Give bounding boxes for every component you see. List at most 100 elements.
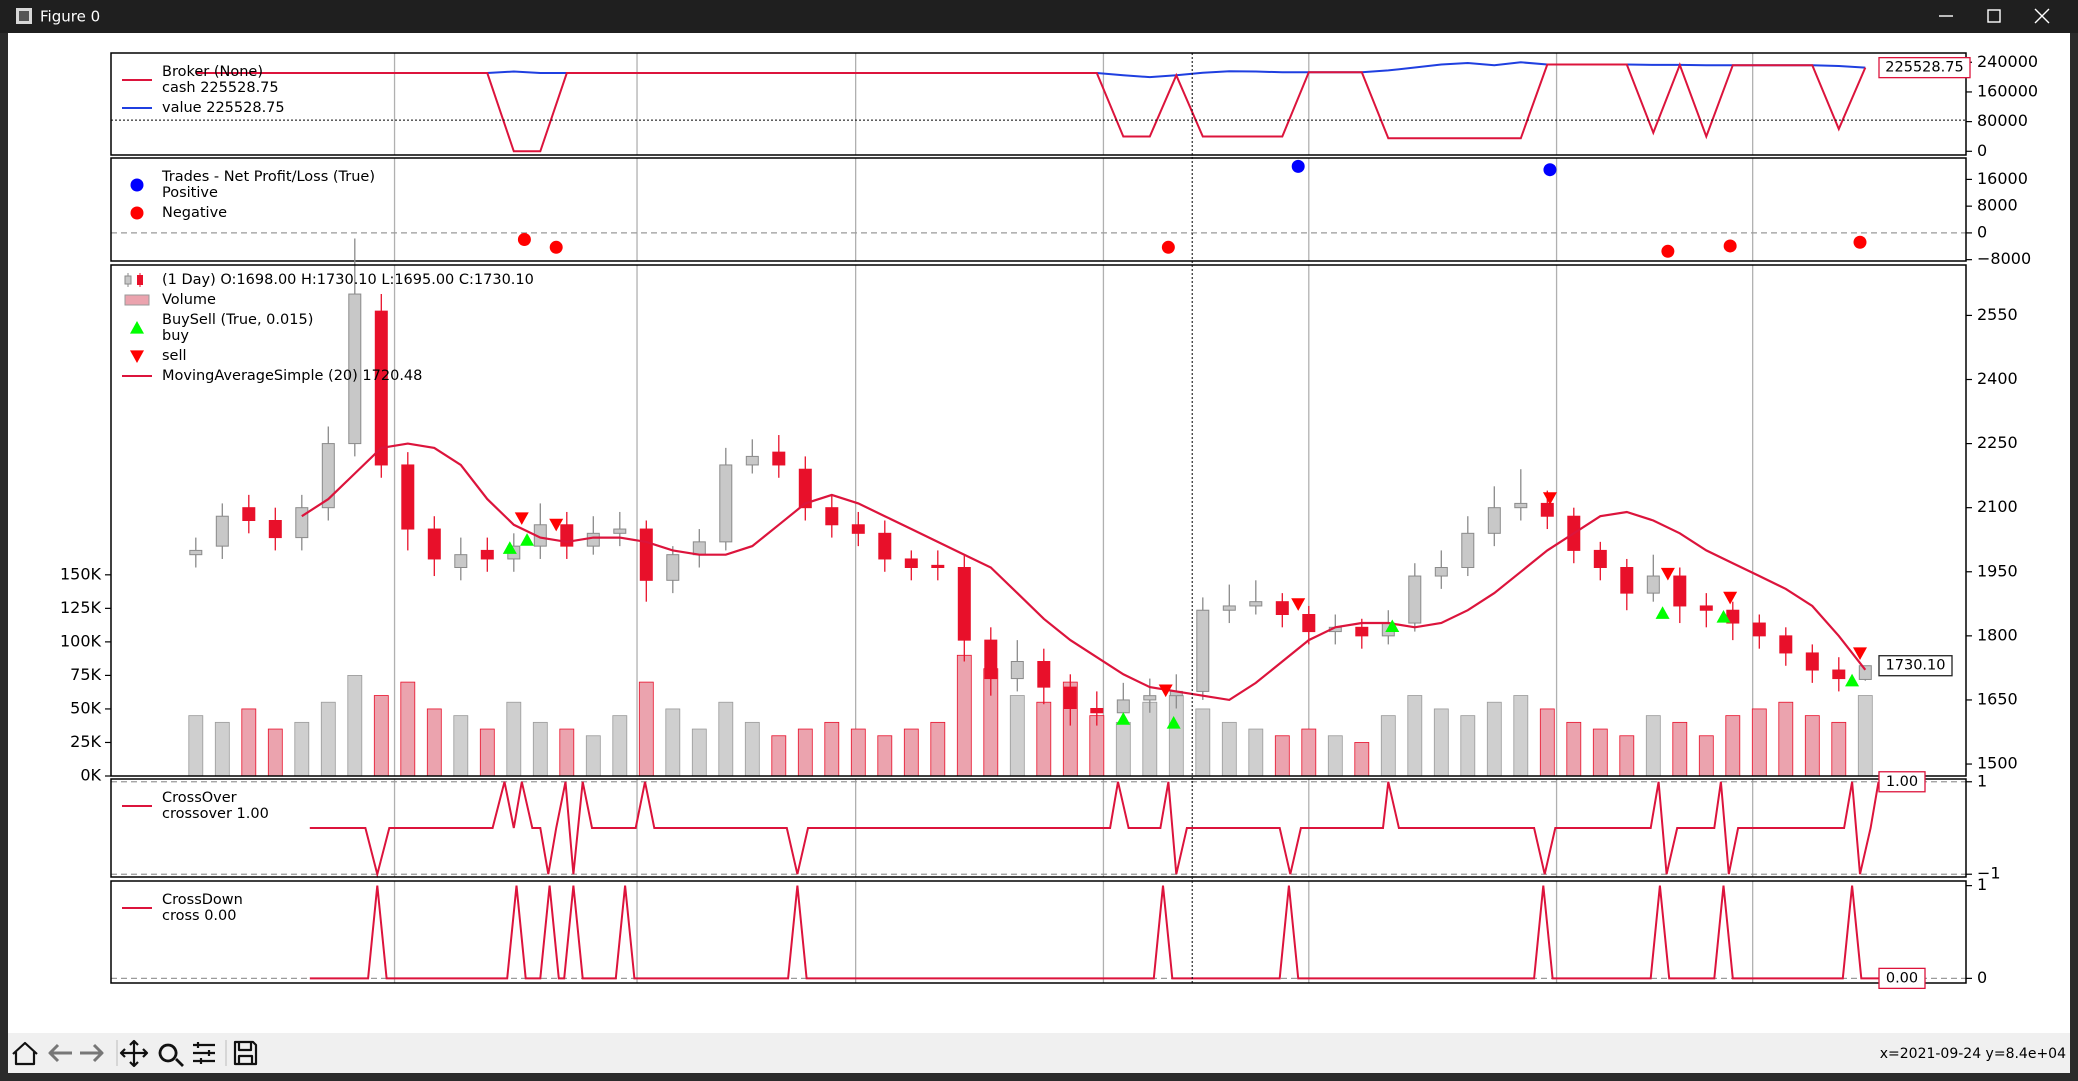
back-button[interactable] — [48, 1043, 72, 1063]
y-tick-label: 2250 — [1977, 433, 2018, 452]
legend-text: crossover 1.00 — [162, 806, 269, 822]
volume-bar — [294, 721, 310, 777]
candle-body — [1620, 566, 1634, 594]
volume-bar — [1592, 728, 1608, 777]
candle-body — [1487, 507, 1501, 534]
legend-text: value 225528.75 — [162, 100, 285, 116]
legend-dot — [130, 178, 144, 192]
buy-marker — [1655, 606, 1670, 619]
axes-frame — [110, 778, 1967, 878]
legend-text: cash 225528.75 — [162, 80, 279, 96]
axes-frame — [110, 157, 1967, 262]
legend-sell — [130, 350, 144, 363]
volume-bar — [1327, 735, 1343, 777]
volume-bar — [612, 715, 628, 777]
configure-button[interactable] — [193, 1042, 215, 1064]
candle-body — [401, 464, 415, 530]
sell-marker — [1542, 492, 1557, 505]
buy-marker — [1716, 610, 1731, 623]
y-tick-label: 1650 — [1977, 689, 2018, 708]
candle-body — [904, 558, 918, 568]
last-value-label: 225528.75 — [1885, 60, 1963, 76]
candle-body — [1646, 575, 1660, 594]
volume-bar — [506, 701, 522, 777]
zoom-button[interactable] — [158, 1043, 184, 1067]
y-tick-label: 2400 — [1977, 369, 2018, 388]
candle-body — [189, 549, 203, 556]
candle-body — [1673, 575, 1687, 607]
candle-body — [772, 451, 786, 466]
home-button[interactable] — [12, 1041, 38, 1066]
y-tick-label: 1500 — [1977, 754, 2018, 773]
trade-dot — [1291, 159, 1305, 173]
trade-dot — [1853, 235, 1867, 249]
save-button[interactable] — [233, 1040, 258, 1066]
y-tick-label: 1950 — [1977, 561, 2018, 580]
candle-body — [1222, 605, 1236, 611]
candle-body — [1779, 635, 1793, 654]
volume-bar — [453, 715, 469, 777]
sell-marker — [1723, 591, 1738, 605]
volume-bar — [214, 721, 230, 777]
volume-bar — [1672, 721, 1688, 777]
trade-dot — [1661, 244, 1675, 258]
candle-body — [745, 455, 759, 466]
candle-body — [1037, 660, 1051, 688]
close-button[interactable] — [2034, 8, 2050, 24]
legend-text: CrossOver — [162, 790, 237, 806]
buy-marker — [520, 533, 535, 546]
legend-text: Volume — [162, 292, 216, 308]
candle-body — [613, 528, 627, 534]
title-bar — [0, 0, 2078, 33]
last-value-label: 1.00 — [1886, 774, 1918, 790]
legend-text: BuySell (True, 0.015) — [162, 312, 313, 328]
legend-text: Trades - Net Profit/Loss (True) — [161, 169, 375, 185]
candle-body — [825, 507, 839, 526]
candle-body — [878, 532, 892, 560]
pan-button[interactable] — [119, 1039, 149, 1068]
candle-body — [1752, 622, 1766, 637]
buy-marker — [502, 541, 517, 554]
volume-bar — [188, 715, 204, 777]
y-tick-label: 1800 — [1977, 625, 2018, 644]
forward-button[interactable] — [80, 1043, 104, 1063]
volume-bar — [744, 721, 760, 777]
toolbar — [8, 1033, 2070, 1073]
volume-bar — [1539, 708, 1555, 777]
sell-marker — [1660, 567, 1675, 581]
volume-bar — [877, 735, 893, 777]
sell-marker — [1158, 684, 1173, 698]
volume-bar — [1221, 721, 1237, 777]
legend-text: Broker (None) — [162, 64, 263, 80]
candle-body — [1090, 707, 1104, 714]
candle-body — [1275, 601, 1289, 615]
volume-bar — [930, 721, 946, 777]
volume-bar — [1433, 708, 1449, 777]
volume-bar — [1778, 701, 1794, 777]
volume-bar — [1195, 708, 1211, 777]
volume-bar — [691, 728, 707, 777]
volume-bar — [1115, 721, 1131, 777]
trade-dot — [1543, 163, 1557, 177]
candle-body — [719, 464, 733, 543]
volume-bar — [1698, 735, 1714, 777]
y2-tick-label: 100K — [60, 631, 102, 650]
y-tick-label: −1 — [1977, 864, 2001, 883]
candle-body — [1434, 566, 1448, 577]
volume-bar — [665, 708, 681, 777]
candle-body — [268, 520, 282, 539]
volume-bar — [532, 721, 548, 777]
trade-dot — [1723, 239, 1737, 253]
y-tick-label: 1 — [1977, 771, 1987, 790]
candle-body — [480, 549, 494, 560]
candle-body — [242, 507, 256, 522]
volume-bar — [1142, 701, 1158, 777]
sma-line — [301, 442, 1867, 702]
volume-bar — [1486, 701, 1502, 777]
volume-bar — [479, 728, 495, 777]
candle-body — [1302, 613, 1316, 633]
maximize-button[interactable] — [1987, 9, 2001, 23]
trade-dot — [1161, 240, 1175, 254]
